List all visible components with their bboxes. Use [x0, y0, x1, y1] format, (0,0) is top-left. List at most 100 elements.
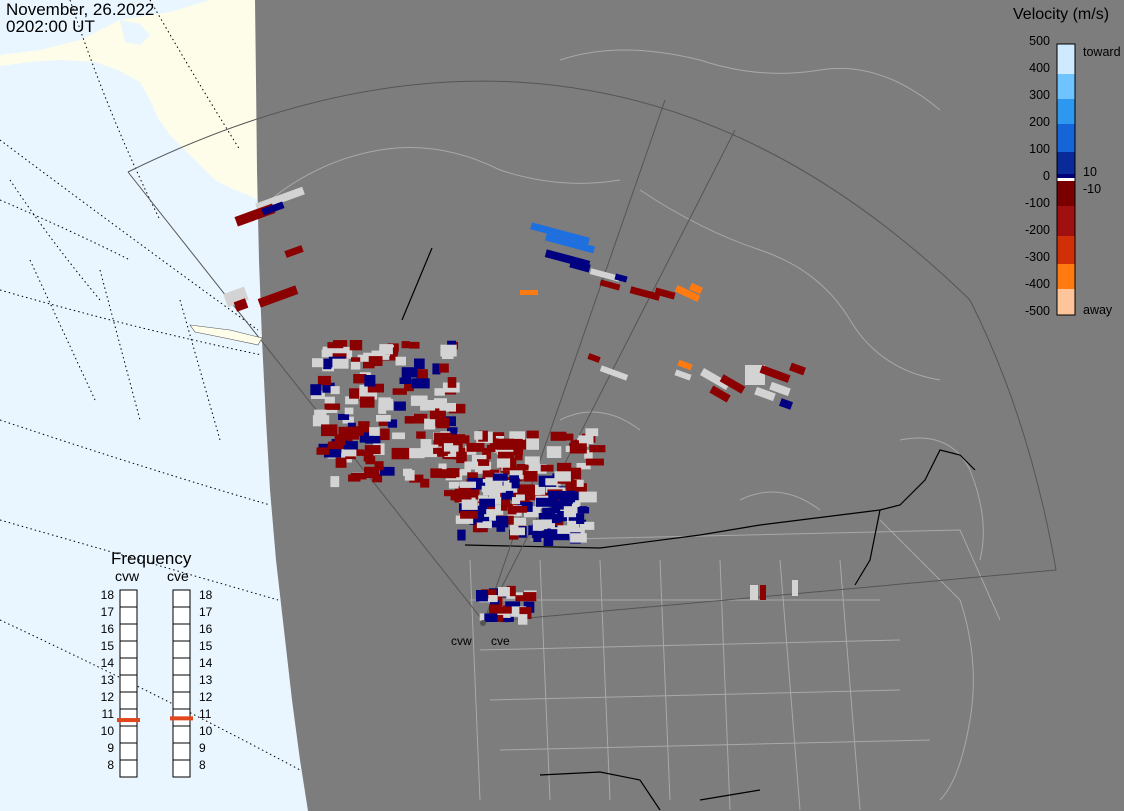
echo-cell	[674, 369, 692, 381]
echo-cell	[321, 424, 338, 437]
echo-cell	[509, 470, 523, 479]
echo-cell	[371, 350, 390, 360]
echo-cell	[314, 409, 327, 419]
echo-cell	[438, 463, 447, 473]
echo-cell	[312, 358, 324, 368]
frequency-scale-label: 17	[199, 605, 213, 619]
echo-cell	[474, 431, 483, 440]
echo-cell	[503, 480, 516, 488]
echo-cell	[677, 359, 693, 371]
echo-cell	[526, 430, 539, 440]
echo-cell	[349, 388, 360, 399]
echo-cell	[557, 525, 576, 537]
frequency-scale-label: 13	[199, 673, 213, 687]
echo-cell	[514, 452, 523, 461]
echo-cell	[458, 494, 472, 501]
echo-cell	[509, 431, 525, 440]
frequency-cell	[119, 606, 138, 625]
echo-cell	[476, 590, 488, 602]
echo-cell	[322, 382, 335, 393]
echo-cell	[576, 513, 585, 524]
echo-cell	[416, 431, 426, 439]
radar-boundary-segment	[401, 247, 433, 321]
frequency-scale-label: 8	[199, 758, 206, 772]
echo-cell	[424, 418, 436, 430]
echo-cell	[546, 446, 562, 458]
echo-cell	[376, 415, 391, 422]
frequency-scale-label: 18	[100, 588, 114, 602]
echo-cell	[409, 341, 420, 349]
echo-cell	[345, 396, 359, 405]
echo-cell	[482, 447, 492, 460]
frequency-cell	[119, 623, 138, 642]
echo-cell	[532, 519, 543, 531]
echo-cell	[473, 515, 483, 523]
echo-cell	[614, 273, 628, 283]
echo-cell	[547, 491, 566, 500]
echo-cell	[357, 354, 373, 362]
echo-cell	[599, 279, 621, 291]
echo-cell	[519, 607, 532, 619]
echo-cell	[573, 507, 590, 514]
echo-cell	[434, 388, 445, 396]
echo-cell	[567, 520, 579, 528]
echo-cell	[420, 478, 430, 488]
echo-cell	[416, 369, 428, 380]
frequency-scale-label: 9	[107, 741, 114, 755]
echo-cell	[420, 439, 432, 449]
echo-cell	[579, 521, 595, 530]
echo-cell	[433, 447, 451, 454]
echo-cell	[429, 410, 446, 420]
echo-cell	[477, 459, 490, 466]
echo-cell	[474, 461, 492, 474]
velocity-tick-label: 0	[1043, 169, 1050, 183]
date-label: November, 26.2022	[6, 0, 155, 19]
echo-cell	[490, 432, 505, 439]
velocity-tick-label: 100	[1029, 142, 1050, 156]
echo-cell	[570, 533, 587, 543]
echo-cell	[750, 585, 758, 600]
echo-cell	[496, 458, 511, 468]
echo-cell	[349, 340, 363, 351]
echo-cell	[395, 356, 406, 366]
echo-cell	[316, 447, 330, 455]
echo-cell	[401, 367, 418, 378]
echo-cell	[570, 479, 584, 487]
echo-cell	[629, 286, 661, 301]
echo-cell	[440, 344, 457, 357]
frequency-radar-cve: cve	[167, 568, 189, 584]
echo-cell	[516, 494, 525, 501]
echo-cell	[378, 397, 392, 410]
echo-cell	[328, 441, 343, 454]
echo-cell	[348, 474, 361, 482]
frequency-scale-label: 15	[100, 639, 114, 653]
echo-cell	[350, 361, 361, 370]
echo-cell	[324, 403, 341, 410]
echo-cell	[544, 529, 558, 537]
echo-cell	[587, 353, 601, 363]
echo-cell	[769, 381, 791, 397]
frequency-title: Frequency	[111, 549, 192, 568]
echo-cell	[569, 503, 580, 509]
frequency-scale-label: 10	[100, 724, 114, 738]
velocity-tick-label: 200	[1029, 115, 1050, 129]
echo-cell	[457, 529, 466, 541]
echo-cell	[363, 450, 374, 462]
echo-cell	[257, 285, 299, 308]
echo-cell	[554, 471, 571, 482]
echo-cell	[551, 514, 562, 524]
echo-cell	[759, 365, 791, 383]
echo-cell	[460, 469, 471, 476]
echo-cell	[359, 388, 378, 400]
frequency-scale-label: 11	[101, 707, 114, 721]
frequency-scale-label: 14	[199, 656, 213, 670]
echo-cell	[404, 416, 415, 424]
frequency-scale-label: 15	[199, 639, 213, 653]
echo-cell	[515, 595, 529, 602]
velocity-tick-label: 400	[1029, 61, 1050, 75]
echo-cell	[496, 525, 506, 532]
frequency-cell	[119, 640, 138, 659]
echo-cell	[323, 358, 332, 370]
echo-cell	[511, 438, 523, 446]
echo-cell	[364, 466, 379, 478]
